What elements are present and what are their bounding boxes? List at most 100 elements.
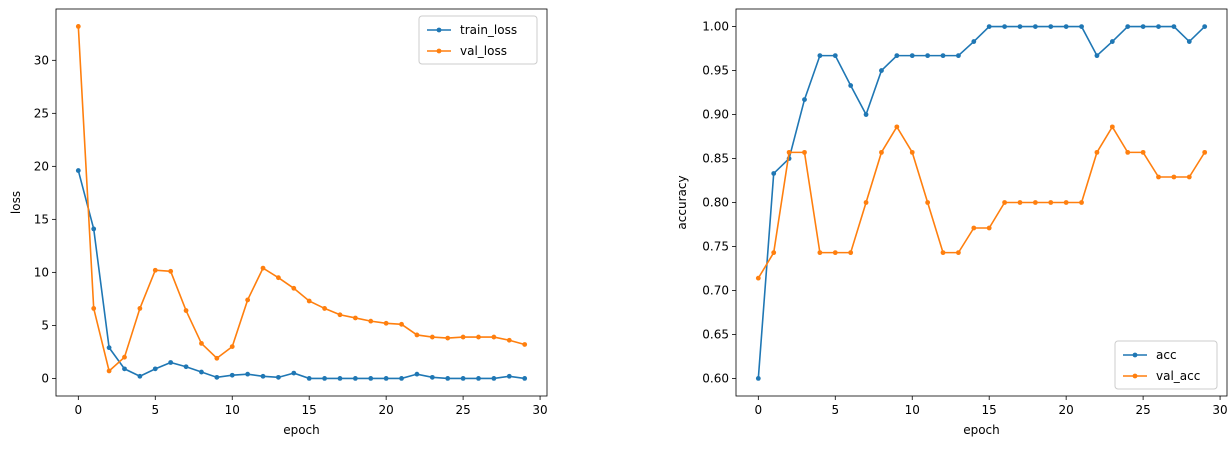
y-tick-label: 0.95: [702, 64, 729, 78]
plot-frame: [55, 8, 548, 397]
data-point-acc: [817, 53, 823, 59]
series-line-val_acc: [757, 125, 1206, 279]
data-point-val_loss: [383, 320, 389, 326]
data-point-val_acc: [909, 149, 915, 155]
y-tick-label: 0.70: [702, 283, 729, 297]
data-point-acc: [971, 39, 977, 44]
data-point-val_acc: [755, 275, 761, 281]
data-point-train_loss: [199, 369, 204, 375]
data-point-val_loss: [106, 368, 112, 374]
x-tick-label: 25: [1135, 403, 1150, 417]
data-point-val_loss: [183, 308, 189, 313]
data-point-val_loss: [506, 337, 512, 343]
data-point-val_loss: [306, 298, 312, 304]
data-point-val_acc: [1156, 174, 1161, 180]
data-point-train_loss: [260, 373, 266, 379]
data-point-acc: [894, 53, 900, 59]
data-point-train_loss: [306, 375, 312, 381]
data-point-acc: [1048, 24, 1054, 29]
data-point-val_acc: [894, 124, 900, 130]
data-point-train_loss: [152, 366, 158, 372]
data-point-acc: [879, 68, 884, 73]
data-point-acc: [1017, 24, 1023, 29]
data-point-acc: [1002, 24, 1007, 29]
data-point-train_loss: [137, 373, 143, 379]
data-point-train_loss: [491, 375, 497, 381]
legend-marker-train_loss: [436, 27, 442, 33]
data-point-acc: [771, 171, 777, 176]
y-tick-label: 30: [34, 53, 49, 67]
y-axis-label: accuracy: [675, 175, 689, 229]
data-point-train_loss: [183, 364, 189, 370]
y-tick-label: 0: [41, 371, 49, 385]
plot-frame: [735, 8, 1228, 397]
x-tick-label: 20: [379, 403, 394, 417]
x-tick-label: 0: [74, 403, 82, 417]
data-point-acc: [909, 53, 915, 59]
x-tick-label: 15: [302, 403, 317, 417]
x-tick-label: 5: [831, 403, 839, 417]
data-point-train_loss: [168, 360, 174, 365]
x-tick-label: 10: [905, 403, 920, 417]
y-tick-label: 10: [34, 265, 49, 279]
y-tick-label: 0.85: [702, 152, 729, 166]
data-point-val_acc: [1048, 200, 1054, 205]
data-point-acc: [940, 53, 946, 59]
data-point-val_loss: [91, 306, 97, 311]
data-point-val_loss: [214, 355, 220, 361]
data-point-train_loss: [245, 371, 251, 377]
data-point-val_acc: [1063, 200, 1069, 205]
accuracy-chart: 0 5 10 15 20 25 30 0.60 0.65 0.70 0.75 0.80 0.85 0.90…: [675, 8, 1228, 437]
series-line-acc: [757, 25, 1206, 379]
y-tick-label: 20: [34, 159, 49, 173]
data-point-train_loss: [214, 374, 220, 380]
legend-marker-val_loss: [436, 48, 442, 54]
x-tick-label: 10: [225, 403, 240, 417]
data-point-acc: [956, 53, 961, 59]
data-point-train_loss: [368, 375, 374, 381]
data-point-val_acc: [956, 250, 961, 256]
data-point-val_acc: [1079, 200, 1084, 205]
data-point-val_loss: [522, 342, 528, 347]
data-point-train_loss: [506, 373, 512, 379]
data-point-val_loss: [75, 23, 81, 29]
data-point-val_loss: [322, 306, 327, 311]
legend-marker-acc: [1132, 352, 1138, 358]
data-point-val_acc: [1002, 200, 1007, 205]
data-point-train_loss: [399, 375, 404, 381]
data-point-acc: [832, 53, 838, 59]
data-point-acc: [1032, 24, 1038, 29]
data-point-train_loss: [383, 375, 389, 381]
data-point-val_loss: [137, 306, 143, 311]
data-point-acc: [1140, 24, 1146, 29]
data-point-train_loss: [445, 375, 451, 381]
data-point-acc: [1125, 24, 1131, 29]
data-point-train_loss: [460, 375, 466, 381]
data-point-val_acc: [940, 250, 946, 256]
data-point-val_loss: [414, 332, 420, 338]
legend-label-train_loss: train_loss: [460, 23, 517, 37]
data-point-train_loss: [476, 375, 481, 381]
x-tick-label: 15: [982, 403, 997, 417]
data-point-train_loss: [229, 372, 235, 378]
data-point-val_loss: [368, 318, 374, 324]
data-point-acc: [1202, 24, 1208, 29]
data-point-val_loss: [491, 334, 497, 340]
data-point-val_acc: [848, 250, 854, 256]
x-axis-label: epoch: [283, 423, 320, 437]
data-point-val_loss: [291, 285, 297, 291]
series-line-train_loss: [77, 170, 525, 380]
data-point-val_loss: [229, 344, 235, 349]
data-point-train_loss: [522, 375, 528, 381]
data-point-acc: [802, 97, 807, 102]
data-point-train_loss: [276, 374, 281, 380]
data-point-acc: [863, 112, 869, 117]
data-point-acc: [1171, 24, 1177, 29]
data-point-val_loss: [399, 321, 404, 327]
data-point-acc: [925, 53, 931, 59]
data-point-acc: [1109, 39, 1115, 44]
data-point-val_acc: [863, 200, 869, 205]
data-point-train_loss: [429, 374, 435, 380]
data-point-val_acc: [786, 149, 792, 155]
